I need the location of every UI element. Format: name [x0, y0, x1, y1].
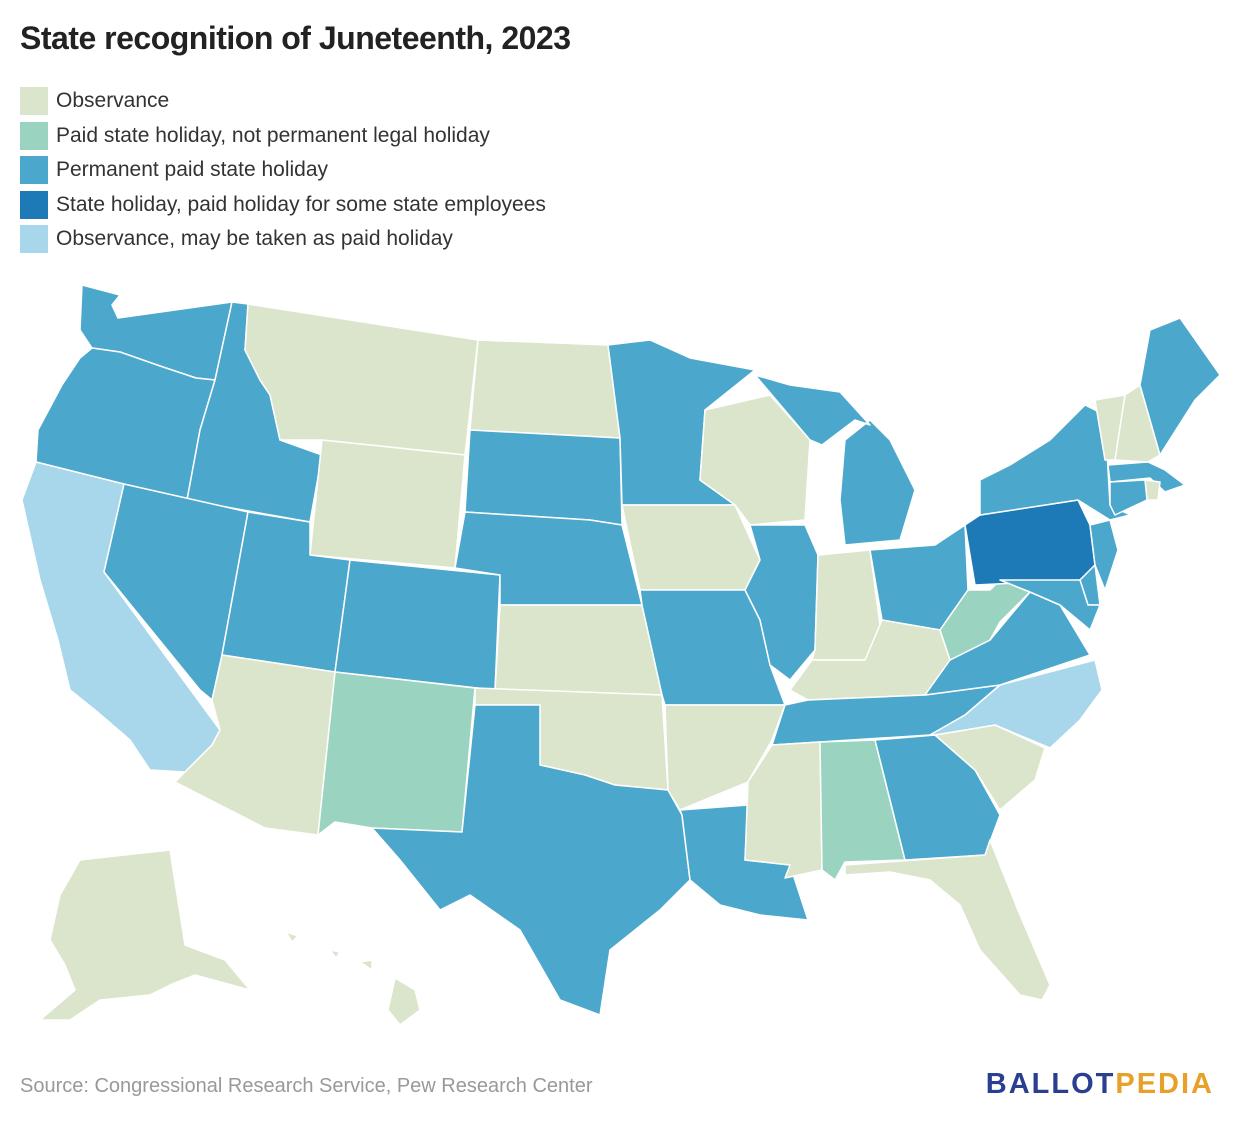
state-colorado[interactable] — [334, 559, 501, 691]
legend-label: Paid state holiday, not permanent legal … — [56, 123, 490, 147]
legend-label: Observance, may be taken as paid holiday — [56, 227, 453, 251]
state-iowa[interactable] — [621, 504, 761, 591]
state-connecticut[interactable] — [1109, 479, 1148, 516]
state-wisconsin[interactable] — [699, 394, 811, 526]
logo-part-ballot: BALLOT — [985, 1068, 1116, 1100]
state-texas[interactable] — [371, 704, 691, 1016]
legend-label: State holiday, paid holiday for some sta… — [56, 192, 546, 216]
legend-item-permanent-paid: Permanent paid state holiday — [20, 153, 546, 188]
legend-swatch — [20, 87, 48, 116]
state-wyoming[interactable] — [309, 439, 466, 569]
state-maryland[interactable] — [999, 579, 1101, 631]
legend-swatch — [20, 225, 48, 254]
state-michigan[interactable] — [754, 374, 916, 546]
legend-label: Observance — [56, 89, 170, 113]
legend-item-some-employees: State holiday, paid holiday for some sta… — [20, 188, 546, 223]
state-south-dakota[interactable] — [464, 429, 623, 526]
legend-swatch — [20, 121, 48, 150]
state-north-dakota[interactable] — [469, 339, 621, 439]
legend: Observance Paid state holiday, not perma… — [20, 84, 546, 257]
state-maine[interactable] — [1139, 317, 1221, 456]
state-new-york[interactable] — [979, 404, 1131, 521]
state-alaska[interactable] — [39, 849, 251, 1021]
state-california[interactable] — [21, 461, 221, 773]
state-hawaii[interactable] — [285, 931, 421, 1026]
state-illinois[interactable] — [744, 524, 819, 681]
logo-part-pedia: PEDIA — [1115, 1068, 1214, 1100]
source-note: Source: Congressional Research Service, … — [20, 1075, 593, 1097]
ballotpedia-logo: BALLOTPEDIA — [986, 1068, 1214, 1101]
state-north-carolina[interactable] — [929, 659, 1103, 749]
state-new-jersey[interactable] — [1089, 519, 1119, 591]
chart-title: State recognition of Juneteenth, 2023 — [20, 20, 571, 56]
state-new-mexico[interactable] — [317, 671, 476, 836]
state-montana[interactable] — [244, 303, 479, 456]
legend-swatch — [20, 156, 48, 185]
legend-label: Permanent paid state holiday — [56, 158, 329, 182]
legend-item-observance: Observance — [20, 84, 546, 119]
legend-item-paid-not-permanent: Paid state holiday, not permanent legal … — [20, 119, 546, 154]
legend-swatch — [20, 190, 48, 219]
legend-item-observance-may-be-paid: Observance, may be taken as paid holiday — [20, 222, 546, 257]
state-florida[interactable] — [844, 839, 1051, 1001]
state-kansas[interactable] — [494, 604, 663, 696]
state-new-hampshire[interactable] — [1114, 384, 1161, 463]
